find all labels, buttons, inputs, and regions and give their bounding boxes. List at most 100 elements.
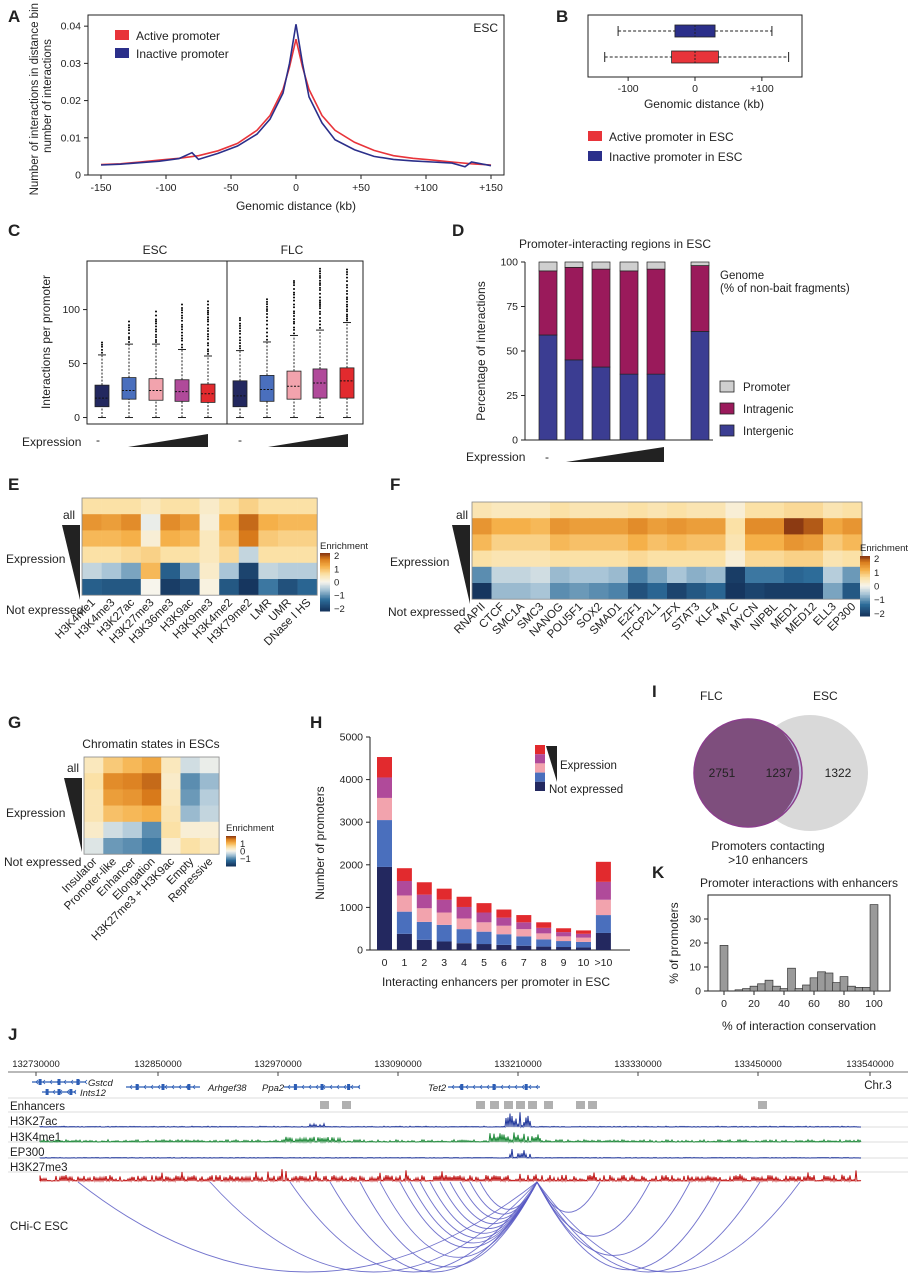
colorbar-step — [320, 568, 330, 571]
colorbar-step — [320, 589, 330, 592]
colorbar-step — [860, 598, 870, 600]
heatmap-cell — [842, 550, 863, 568]
heatmap-cell — [82, 562, 102, 580]
y-axis-label-line1: Number of interactions in distance bin / — [29, 0, 41, 195]
outlier — [319, 299, 321, 302]
colorbar-step — [320, 574, 330, 577]
outlier — [319, 272, 321, 275]
bar-segment — [377, 797, 392, 821]
colorbar-step — [226, 849, 236, 851]
heatmap-cell — [511, 518, 531, 535]
legend-promoter: Promoter — [743, 382, 790, 394]
outlier — [128, 326, 130, 329]
colorbar-step — [320, 566, 330, 568]
colorbar-step — [320, 595, 330, 597]
heatmap-cell — [258, 546, 279, 564]
heatmap-cell — [199, 498, 220, 515]
heatmap-cell — [219, 579, 240, 596]
bar-segment — [396, 868, 412, 881]
colorbar-title: Enrichment — [226, 823, 274, 834]
bar-segment — [595, 861, 611, 882]
outlier — [293, 312, 295, 315]
heatmap-cells — [81, 497, 318, 596]
heatmap-cell — [297, 546, 318, 564]
heatmap-cell — [161, 805, 181, 823]
outlier — [266, 327, 268, 330]
outlier — [155, 314, 157, 317]
heatmap-cell — [745, 583, 765, 600]
heatmap-cell — [103, 821, 123, 839]
heatmap-cell — [180, 579, 200, 596]
colorbar-step — [226, 851, 236, 853]
strand-arrow — [357, 1084, 361, 1090]
y-tick-label: 10 — [689, 962, 701, 974]
outlier — [266, 300, 268, 303]
genome-sublabel: (% of non-bait fragments) — [720, 283, 850, 295]
heatmap-cell — [140, 546, 161, 564]
colorbar-step — [226, 863, 236, 865]
outlier — [319, 316, 321, 319]
interaction-arc — [289, 1181, 538, 1273]
heatmap-cell — [121, 579, 142, 596]
bar-segment-promoter — [690, 261, 710, 266]
heatmap-cell — [686, 502, 707, 519]
outlier — [293, 315, 295, 318]
colorbar-step — [860, 614, 870, 617]
signal-trace — [39, 1149, 862, 1159]
heatmap-cell — [784, 502, 804, 519]
colorbar-step — [320, 583, 330, 586]
colorbar-step — [320, 597, 330, 600]
outlier — [346, 276, 348, 279]
outlier — [101, 351, 103, 354]
bar-segment — [396, 911, 412, 934]
corner-label: ESC — [473, 21, 498, 35]
colorbar-step — [320, 561, 330, 564]
x-tick-label: +100 — [750, 83, 774, 95]
venn-label-esc: ESC — [813, 689, 838, 703]
bar-series — [377, 757, 611, 950]
bar-segment — [377, 757, 392, 778]
heatmap-cell — [803, 518, 824, 535]
heatmap-cell — [297, 498, 318, 515]
heatmap-cell — [589, 566, 609, 584]
heatmap-cell — [472, 583, 492, 600]
gene-label: Ints12 — [80, 1088, 107, 1099]
legend-swatch-intergenic — [719, 424, 735, 437]
heatmap-cell — [238, 530, 259, 547]
bar-segment — [476, 944, 492, 950]
bar-segment — [476, 903, 492, 913]
legend-swatch — [535, 754, 545, 764]
outlier — [346, 290, 348, 293]
expression-minus: - — [545, 450, 549, 464]
heatmap-cell — [803, 550, 824, 568]
heatmap-cell — [569, 502, 590, 519]
heatmap-cell — [161, 757, 181, 774]
colorbar-step — [860, 583, 870, 585]
outlier — [239, 336, 241, 339]
colorbar-tick: 2 — [874, 554, 879, 565]
bar — [862, 987, 871, 992]
bar-segment-promoter — [591, 261, 611, 270]
panel-label-i: I — [652, 682, 657, 701]
colorbar-step — [320, 554, 330, 557]
heatmap-cell — [141, 757, 162, 774]
heatmap-cell — [530, 566, 551, 584]
heatmap-cell — [764, 502, 785, 519]
heatmap-cell — [84, 821, 104, 839]
bar-segment — [536, 927, 552, 934]
enhancer-block — [342, 1101, 351, 1109]
x-tick-label: 8 — [541, 957, 547, 969]
box-series — [94, 267, 355, 419]
outlier — [207, 352, 209, 355]
bar-segment — [476, 931, 492, 945]
heatmap-cell — [122, 773, 143, 790]
bar — [802, 984, 811, 992]
outlier — [207, 309, 209, 312]
colorbar-step — [860, 578, 870, 581]
legend-inactive: Inactive promoter — [136, 47, 229, 61]
outlier — [181, 314, 183, 317]
heatmap-frame — [83, 756, 220, 855]
outlier — [155, 325, 157, 328]
colorbar-step — [226, 837, 236, 839]
outlier — [207, 333, 209, 336]
